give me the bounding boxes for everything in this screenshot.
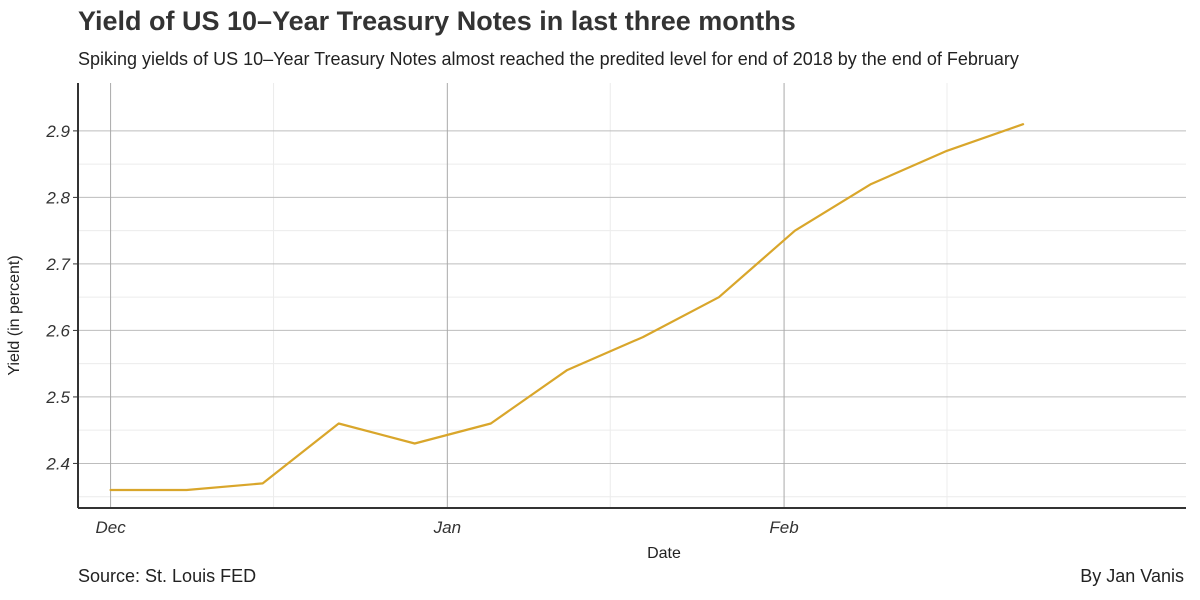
chart-subtitle: Spiking yields of US 10–Year Treasury No… [78,49,1019,69]
data-point [1022,123,1024,125]
grid [78,83,1186,508]
data-point [566,369,568,372]
y-axis-title: Yield (in percent) [6,255,23,375]
author-caption: By Jan Vanis [1080,566,1184,586]
chart-title: Yield of US 10–Year Treasury Notes in la… [78,6,796,36]
x-tick-label: Jan [433,518,461,537]
data-point [642,336,644,338]
y-tick-label: 2.5 [45,388,70,407]
x-axis-title: Date [647,545,681,562]
series-layer [109,123,1025,492]
data-point [109,489,112,491]
data-point [946,150,948,152]
data-point [337,422,340,425]
axes [73,83,1186,509]
series-line [109,123,1025,492]
data-point [413,442,416,445]
x-tick-label: Feb [769,518,798,537]
data-point [490,422,492,425]
data-point [185,489,188,491]
data-point [870,183,872,185]
source-caption: Source: St. Louis FED [78,566,257,586]
x-tick-label: Dec [95,518,126,537]
labels: 2.4 2.5 2.6 2.7 2.8 2.9 Dec Jan Feb Date Yield (in… [6,122,799,562]
data-point [261,482,264,485]
data-point [794,229,796,232]
y-tick-label: 2.8 [45,188,70,207]
y-tick-label: 2.9 [45,122,70,141]
y-tick-label: 2.6 [45,321,70,340]
y-tick-label: 2.4 [45,454,70,473]
y-tick-label: 2.7 [45,255,70,274]
data-point [718,296,720,299]
